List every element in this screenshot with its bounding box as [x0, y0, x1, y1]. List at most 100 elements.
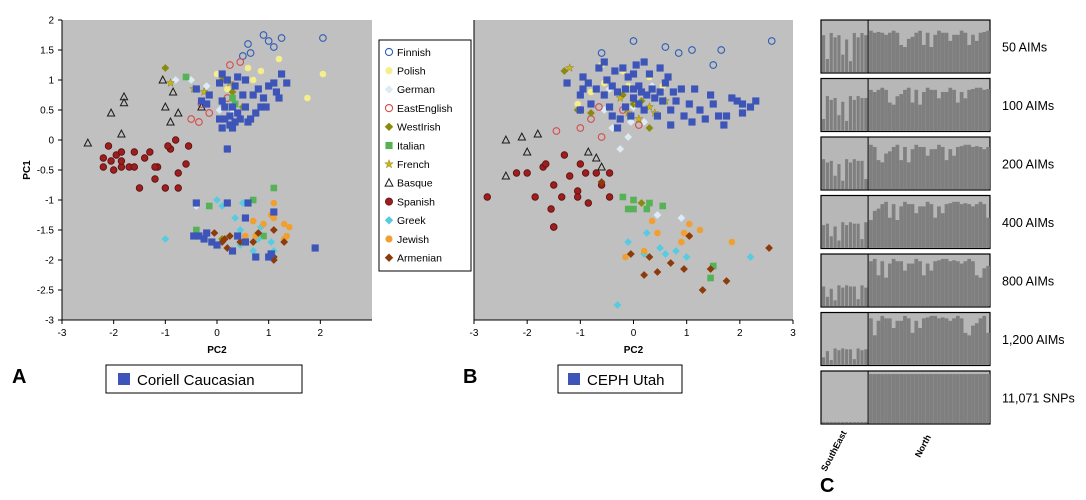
structure-bar — [982, 204, 987, 248]
scatter-panel-b: -3 -2 -1 0 1 2 3 PC2 — [470, 20, 796, 356]
structure-bar — [906, 204, 911, 248]
structure-bar — [880, 315, 885, 365]
structure-bar — [929, 374, 934, 423]
data-point-italian — [659, 202, 667, 210]
y-tick-label: -3 — [45, 316, 54, 327]
plot-area — [62, 20, 372, 320]
structure-bar — [978, 146, 983, 189]
structure-bar — [978, 374, 983, 423]
structure-bar — [895, 144, 900, 189]
data-point-ceph-utah — [579, 73, 587, 81]
x-tick-label: 0 — [214, 328, 220, 339]
structure-bar — [944, 374, 949, 423]
data-point-coriell-caucasian — [272, 88, 280, 96]
data-point-greek — [238, 199, 247, 207]
y-tick-label: 2 — [48, 16, 54, 27]
data-point-polish — [319, 70, 327, 78]
data-point-coriell-caucasian — [221, 103, 229, 111]
data-point-ceph-utah — [613, 124, 622, 132]
data-point-jewish — [622, 253, 629, 261]
structure-row-label: 11,071 SNPs — [1002, 392, 1075, 406]
data-point-basque — [83, 138, 93, 147]
structure-bar — [884, 277, 888, 306]
structure-bar — [880, 162, 885, 189]
structure-bar — [837, 350, 841, 365]
legend-label: EastEnglish — [397, 103, 453, 115]
structure-bar — [982, 268, 987, 306]
data-point-coriell-caucasian — [234, 73, 242, 81]
data-point-italian — [630, 205, 637, 213]
structure-bar — [918, 261, 922, 306]
structure-bar — [869, 219, 873, 248]
data-point-french — [565, 63, 575, 72]
data-point-finnish — [319, 34, 327, 42]
data-point-armenian — [626, 250, 635, 258]
data-point-coriell-caucasian — [231, 82, 239, 90]
data-point-basque — [119, 91, 129, 101]
structure-bar — [891, 374, 896, 423]
data-point-coriell-caucasian — [249, 91, 257, 99]
data-point-french — [634, 114, 644, 123]
structure-bar — [829, 360, 833, 365]
legend-frame — [378, 39, 472, 272]
structure-bar — [869, 261, 873, 306]
data-point-coriell-caucasian — [234, 232, 242, 240]
structure-bar — [887, 151, 892, 189]
data-point-coriell-caucasian — [252, 109, 260, 117]
data-point-spanish — [547, 205, 555, 213]
data-point-armenian — [645, 253, 654, 261]
structure-bar — [841, 348, 845, 365]
structure-bar — [864, 349, 868, 365]
structure-bar — [856, 160, 860, 189]
structure-row-label: 800 AIMs — [1002, 275, 1054, 289]
data-point-eastenglish — [236, 58, 245, 66]
structure-bar — [933, 34, 938, 72]
structure-bar — [921, 318, 926, 365]
circle-marker-icon — [385, 197, 393, 206]
structure-bar — [884, 318, 888, 365]
structure-bar — [903, 374, 907, 423]
data-point-ceph-utah — [629, 70, 638, 78]
data-point-finnish — [246, 49, 255, 57]
data-point-finnish — [264, 37, 273, 45]
data-point-eastenglish — [187, 115, 196, 123]
structure-bar — [876, 320, 881, 365]
structure-bar — [891, 328, 896, 365]
data-point-armenian — [218, 238, 227, 246]
structure-bar — [852, 32, 856, 72]
structure-bar — [899, 320, 904, 365]
data-point-eastenglish — [552, 127, 561, 135]
data-point-ceph-utah — [576, 91, 584, 99]
structure-bar — [852, 99, 856, 131]
structure-bar — [864, 421, 868, 423]
data-point-greek — [236, 226, 245, 234]
x-tick-label: -1 — [576, 328, 585, 339]
structure-bar — [921, 206, 926, 248]
structure-bar — [833, 300, 837, 306]
structure-bar — [825, 351, 829, 365]
structure-bar — [829, 99, 833, 131]
data-point-ceph-utah — [603, 76, 611, 84]
structure-bar — [864, 35, 868, 72]
data-point-armenian — [210, 229, 219, 237]
data-point-polish — [275, 55, 283, 63]
data-point-polish — [257, 67, 265, 75]
structure-bar — [845, 349, 849, 365]
data-point-ceph-utah — [696, 106, 704, 114]
structure-bar — [903, 201, 907, 248]
circle-marker-icon — [384, 47, 394, 57]
structure-bar — [848, 96, 853, 131]
structure-bar — [841, 222, 845, 248]
data-point-ceph-utah — [621, 85, 630, 93]
data-point-coriell-caucasian — [267, 250, 275, 258]
data-point-coriell-caucasian — [311, 244, 319, 252]
structure-bar — [906, 38, 911, 72]
structure-bar — [978, 32, 983, 72]
structure-bar — [829, 421, 833, 423]
structure-bar — [848, 421, 853, 423]
structure-bar — [860, 285, 864, 306]
square-marker-icon — [118, 373, 130, 385]
data-point-westirish — [645, 124, 654, 132]
data-point-ceph-utah — [667, 121, 675, 129]
data-point-coriell-caucasian — [203, 100, 211, 108]
